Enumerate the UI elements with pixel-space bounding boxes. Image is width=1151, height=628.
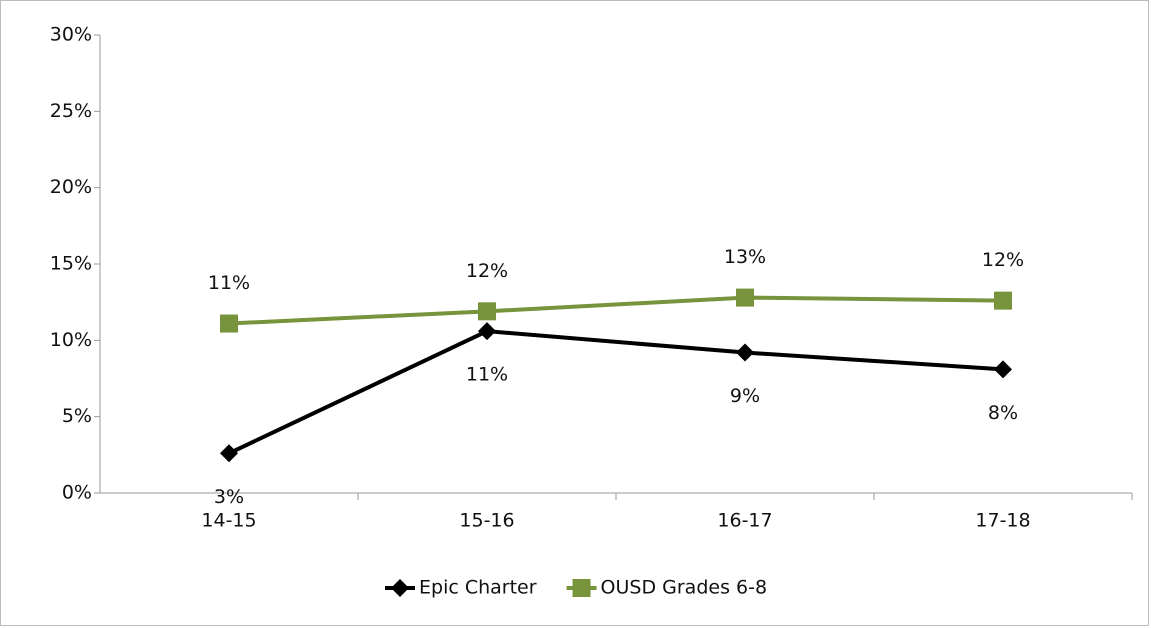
y-tick-label: 5% [62,405,92,427]
marker [391,579,409,597]
y-tick-label: 15% [50,253,92,275]
marker [572,579,591,597]
marker [220,314,238,333]
data-label: 11% [466,364,508,386]
marker [736,288,754,307]
data-label: 13% [724,246,766,268]
marker [736,343,754,362]
legend-label: Epic Charter [419,577,537,599]
x-tick-label: 16-17 [717,510,772,532]
series-line [228,295,1004,326]
data-label: 9% [730,385,760,407]
x-tick-label: 14-15 [201,510,256,532]
x-tick-label: 17-18 [975,510,1030,532]
marker [994,291,1012,310]
data-label: 8% [988,402,1018,424]
marker [994,360,1012,379]
y-tick-label: 10% [50,329,92,351]
legend-label: OUSD Grades 6-8 [601,577,768,599]
series-line [228,329,1004,456]
marker [478,302,496,321]
data-label: 12% [466,260,508,282]
data-label: 3% [214,486,244,508]
y-tick-label: 25% [50,100,92,122]
marker [478,322,496,341]
marker [220,444,238,463]
y-tick-label: 30% [50,24,92,46]
data-label: 11% [208,272,250,294]
x-tick-label: 15-16 [459,510,514,532]
y-tick-label: 20% [50,176,92,198]
data-label: 12% [982,249,1024,271]
y-tick-label: 0% [62,482,92,504]
